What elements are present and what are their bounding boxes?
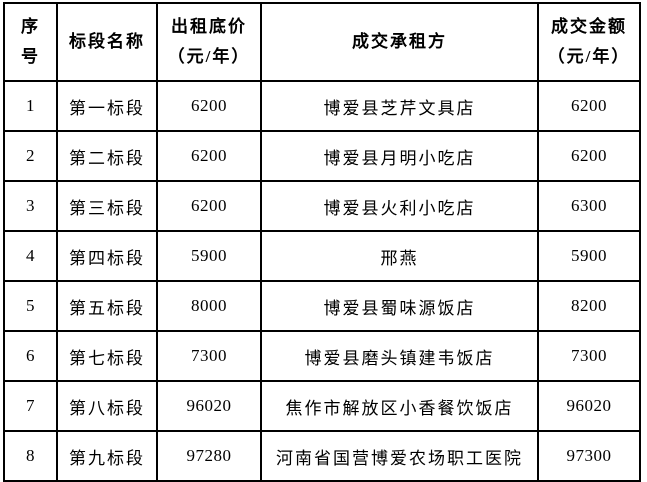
header-seq-line2: 号 <box>21 47 40 66</box>
table-row: 7 第八标段 96020 焦作市解放区小香餐饮饭店 96020 <box>3 380 641 432</box>
cell-section: 第一标段 <box>56 80 158 132</box>
header-amount: 成交金额 （元/年） <box>537 2 641 82</box>
cell-amount: 7300 <box>537 330 641 382</box>
cell-amount: 6300 <box>537 180 641 232</box>
table-body: 1 第一标段 6200 博爱县芝芹文具店 6200 2 第二标段 6200 博爱… <box>3 80 641 482</box>
cell-section: 第七标段 <box>56 330 158 382</box>
cell-base-price: 96020 <box>156 380 262 432</box>
cell-base-price: 6200 <box>156 80 262 132</box>
header-seq-line1: 序 <box>21 17 40 36</box>
cell-section: 第二标段 <box>56 130 158 182</box>
cell-base-price: 5900 <box>156 230 262 282</box>
cell-amount: 96020 <box>537 380 641 432</box>
cell-base-price: 7300 <box>156 330 262 382</box>
cell-amount: 97300 <box>537 430 641 482</box>
header-section: 标段名称 <box>56 2 158 82</box>
header-base-price: 出租底价 （元/年） <box>156 2 262 82</box>
table-row: 5 第五标段 8000 博爱县蜀味源饭店 8200 <box>3 280 641 332</box>
cell-section: 第三标段 <box>56 180 158 232</box>
cell-lessee: 博爱县蜀味源饭店 <box>260 280 539 332</box>
header-base-price-line1: 出租底价 <box>171 17 247 36</box>
cell-lessee: 博爱县月明小吃店 <box>260 130 539 182</box>
table-row: 3 第三标段 6200 博爱县火利小吃店 6300 <box>3 180 641 232</box>
lease-results-table: 序 号 标段名称 出租底价 （元/年） 成交承租方 成交金额 （元/年） 1 第… <box>3 2 641 482</box>
cell-amount: 5900 <box>537 230 641 282</box>
header-lessee: 成交承租方 <box>260 2 539 82</box>
header-amount-line2: （元/年） <box>547 47 631 66</box>
cell-amount: 6200 <box>537 80 641 132</box>
cell-section: 第八标段 <box>56 380 158 432</box>
cell-seq: 1 <box>3 80 58 132</box>
cell-seq: 3 <box>3 180 58 232</box>
cell-amount: 8200 <box>537 280 641 332</box>
cell-base-price: 6200 <box>156 130 262 182</box>
cell-base-price: 97280 <box>156 430 262 482</box>
cell-seq: 7 <box>3 380 58 432</box>
table-row: 6 第七标段 7300 博爱县磨头镇建韦饭店 7300 <box>3 330 641 382</box>
cell-lessee: 博爱县火利小吃店 <box>260 180 539 232</box>
cell-lessee: 邢燕 <box>260 230 539 282</box>
table-header: 序 号 标段名称 出租底价 （元/年） 成交承租方 成交金额 （元/年） <box>3 2 641 82</box>
cell-lessee: 博爱县芝芹文具店 <box>260 80 539 132</box>
cell-lessee: 博爱县磨头镇建韦饭店 <box>260 330 539 382</box>
header-base-price-line2: （元/年） <box>167 47 251 66</box>
cell-seq: 6 <box>3 330 58 382</box>
cell-section: 第四标段 <box>56 230 158 282</box>
header-amount-line1: 成交金额 <box>551 17 627 36</box>
cell-base-price: 8000 <box>156 280 262 332</box>
table-row: 2 第二标段 6200 博爱县月明小吃店 6200 <box>3 130 641 182</box>
header-seq: 序 号 <box>3 2 58 82</box>
cell-seq: 2 <box>3 130 58 182</box>
cell-base-price: 6200 <box>156 180 262 232</box>
header-row: 序 号 标段名称 出租底价 （元/年） 成交承租方 成交金额 （元/年） <box>3 2 641 82</box>
cell-lessee: 焦作市解放区小香餐饮饭店 <box>260 380 539 432</box>
cell-seq: 5 <box>3 280 58 332</box>
cell-seq: 8 <box>3 430 58 482</box>
table-row: 1 第一标段 6200 博爱县芝芹文具店 6200 <box>3 80 641 132</box>
cell-amount: 6200 <box>537 130 641 182</box>
table-row: 4 第四标段 5900 邢燕 5900 <box>3 230 641 282</box>
cell-seq: 4 <box>3 230 58 282</box>
cell-section: 第五标段 <box>56 280 158 332</box>
